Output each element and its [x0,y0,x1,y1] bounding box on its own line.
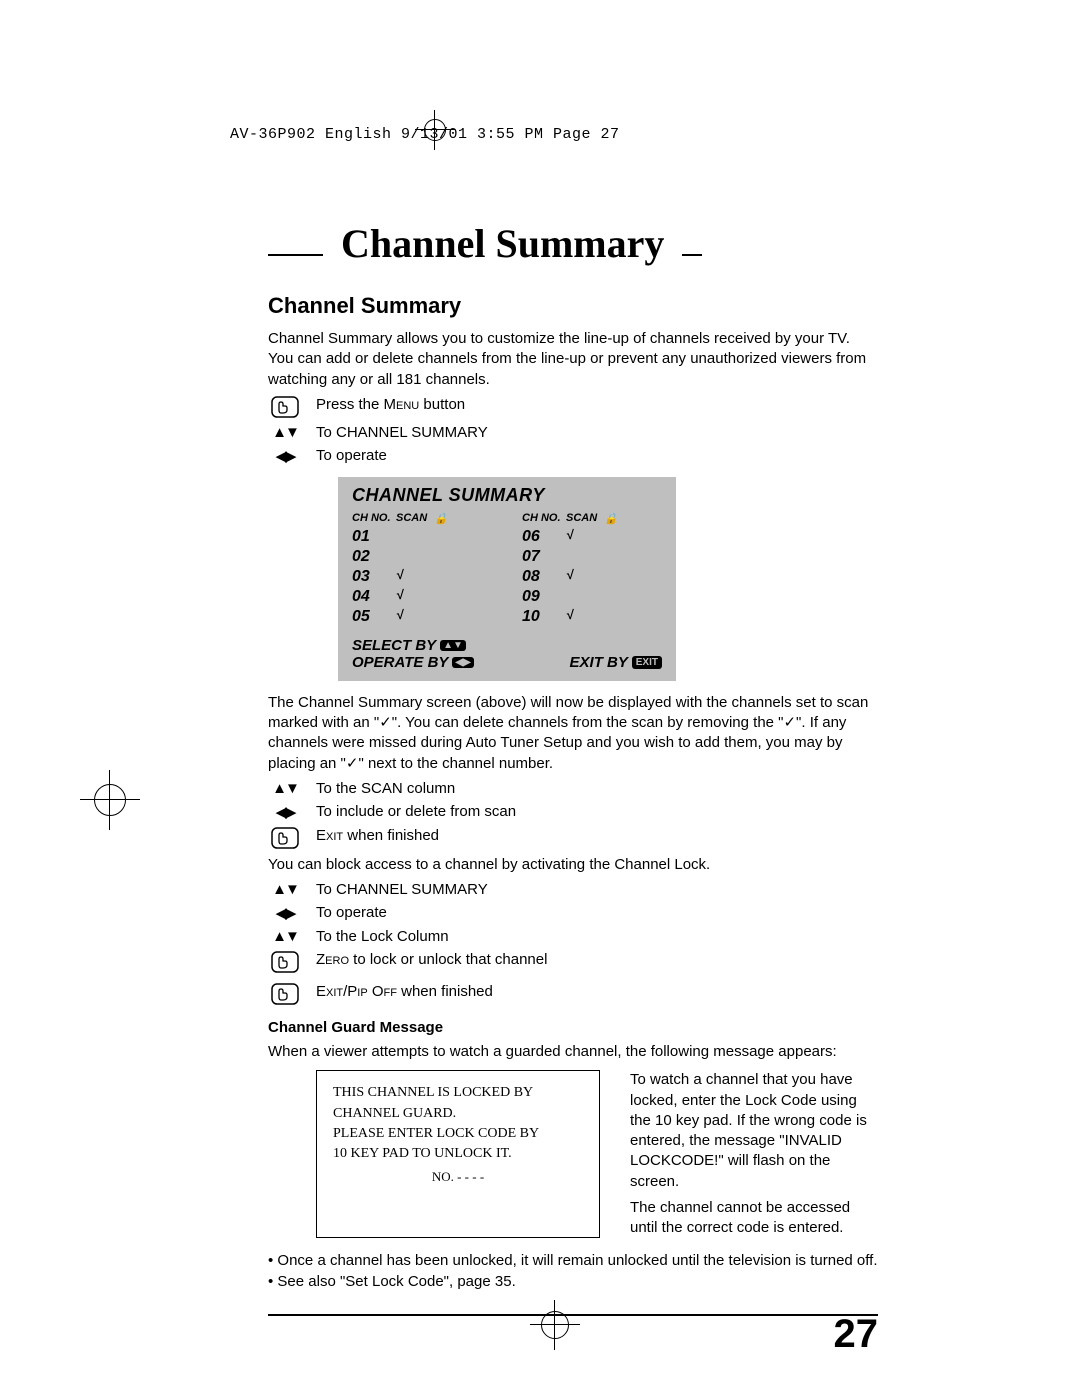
section-heading: Channel Summary [268,293,878,319]
updown-icon: ▲▼ [268,424,302,441]
title-rule-right [682,254,702,256]
crop-mark-top [415,110,455,150]
osd-row: 05√ [352,607,492,627]
guard-code-line: NO. - - - - [333,1168,583,1187]
osd-row: 08√ [522,567,662,587]
content-area: Channel Summary Channel Summary Channel … [268,220,878,1357]
osd-footer: SELECT BY ▲▼ OPERATE BY ◀▶ EXIT BY EXIT [352,637,662,671]
step3-exit-pip: Exit/Pip Off when finished [268,983,878,1005]
step-exit-finished: Exit when finished [268,827,878,849]
osd-row: 03√ [352,567,492,587]
step-text: Exit when finished [316,827,439,844]
osd-operate-by: OPERATE BY [352,654,448,671]
osd-head-chno: CH NO. [352,512,396,525]
exit-badge: EXIT [632,656,662,669]
step-to-channel-summary: ▲▼ To CHANNEL SUMMARY [268,424,878,441]
updown-icon: ▲▼ [268,881,302,898]
osd-head-chno: CH NO. [522,512,566,525]
hand-icon [268,983,302,1005]
guard-line-4: 10 KEY PAD TO UNLOCK IT. [333,1144,583,1164]
guard-line-3: PLEASE ENTER LOCK CODE BY [333,1124,583,1144]
osd-head-scan: SCAN [396,512,434,525]
leftright-icon: ◀▶ [268,803,302,821]
intro-paragraph: Channel Summary allows you to customize … [268,329,878,390]
osd-row: 09 [522,587,662,607]
guard-intro: When a viewer attempts to watch a guarde… [268,1042,878,1062]
guard-row: THIS CHANNEL IS LOCKED BY CHANNEL GUARD.… [268,1070,878,1238]
guard-line-1: THIS CHANNEL IS LOCKED BY [333,1083,583,1103]
osd-right-column: CH NO. SCAN 🔒 06√ 07 08√ 09 10√ [522,512,662,627]
step-to-operate: ◀▶ To operate [268,447,878,465]
step-scan-column: ▲▼ To the SCAN column [268,780,878,797]
bullet-item: Once a channel has been unlocked, it wil… [268,1250,878,1271]
osd-left-column: CH NO. SCAN 🔒 01 02 03√ 04√ 05√ [352,512,492,627]
title-rule-left [268,254,323,256]
guard-side-p2: The channel cannot be accessed until the… [630,1198,878,1239]
step3-lock-column: ▲▼ To the Lock Column [268,928,878,945]
step-include-delete: ◀▶ To include or delete from scan [268,803,878,821]
guard-message-box: THIS CHANNEL IS LOCKED BY CHANNEL GUARD.… [316,1070,600,1238]
osd-select-by: SELECT BY [352,637,436,654]
title-row: Channel Summary [268,220,878,267]
leftright-icon: ◀▶ [268,447,302,465]
osd-exit-by: EXIT BY [570,654,628,671]
step-text: Zero to lock or unlock that channel [316,951,547,968]
footer-rule [268,1314,878,1316]
step-text: To the Lock Column [316,928,449,945]
lock-icon: 🔒 [434,512,452,525]
page-number: 27 [268,1312,878,1357]
step-text: Press the Menu button [316,396,465,413]
hand-icon [268,396,302,418]
step-text: To operate [316,904,387,921]
channel-summary-osd: CHANNEL SUMMARY CH NO. SCAN 🔒 01 02 03√ … [338,477,676,681]
osd-row: 10√ [522,607,662,627]
step-text: To CHANNEL SUMMARY [316,881,488,898]
step3-operate: ◀▶ To operate [268,904,878,922]
step3-channelsummary: ▲▼ To CHANNEL SUMMARY [268,881,878,898]
osd-row: 04√ [352,587,492,607]
paragraph-2: The Channel Summary screen (above) will … [268,693,878,774]
guard-line-2: CHANNEL GUARD. [333,1104,583,1124]
hand-icon [268,827,302,849]
osd-head-scan: SCAN [566,512,604,525]
osd-row: 01 [352,527,492,547]
paragraph-3: You can block access to a channel by act… [268,855,878,875]
osd-row: 06√ [522,527,662,547]
updown-badge: ▲▼ [440,640,466,651]
crop-mark-left [80,770,140,830]
step-text: Exit/Pip Off when finished [316,983,493,1000]
osd-title: CHANNEL SUMMARY [352,485,662,506]
step-text: To include or delete from scan [316,803,516,820]
bullet-item: See also "Set Lock Code", page 35. [268,1271,878,1292]
leftright-icon: ◀▶ [268,904,302,922]
page-title: Channel Summary [341,220,664,267]
step-press-menu: Press the Menu button [268,396,878,418]
step-text: To operate [316,447,387,464]
osd-row: 07 [522,547,662,567]
guard-side-p1: To watch a channel that you have locked,… [630,1070,878,1192]
updown-icon: ▲▼ [268,928,302,945]
guard-side-text: To watch a channel that you have locked,… [630,1070,878,1238]
step3-zero: Zero to lock or unlock that channel [268,951,878,973]
step-text: To CHANNEL SUMMARY [316,424,488,441]
osd-row: 02 [352,547,492,567]
step-text: To the SCAN column [316,780,455,797]
leftright-badge: ◀▶ [452,657,473,668]
hand-icon [268,951,302,973]
updown-icon: ▲▼ [268,780,302,797]
guard-heading: Channel Guard Message [268,1019,878,1036]
bullet-list: Once a channel has been unlocked, it wil… [268,1250,878,1292]
page: AV-36P902 English 9/13/01 3:55 PM Page 2… [0,0,1080,1397]
lock-icon: 🔒 [604,512,622,525]
